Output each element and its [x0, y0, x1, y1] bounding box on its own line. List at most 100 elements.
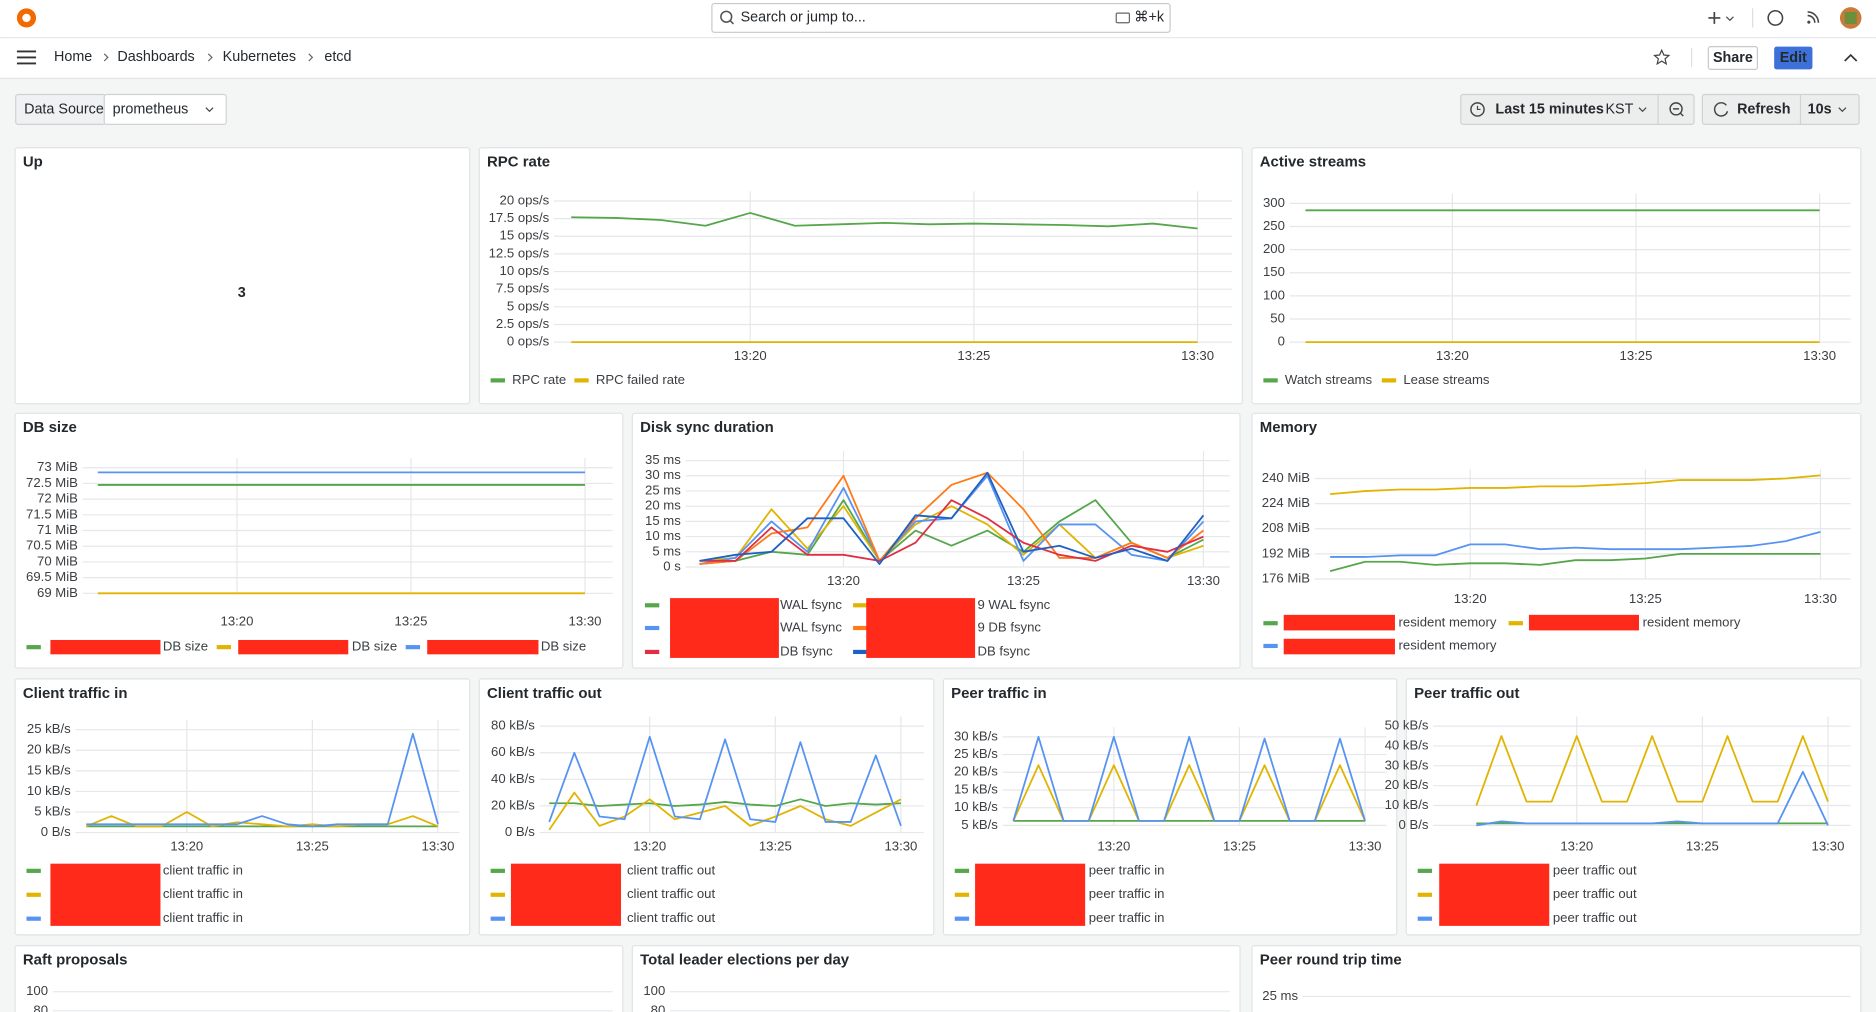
y-tick-label: 2.5 ops/s	[496, 316, 550, 331]
legend-label[interactable]: DB size	[163, 639, 208, 654]
y-tick-label: 100	[643, 983, 665, 998]
legend-label[interactable]: client traffic out	[627, 886, 715, 901]
panel[interactable]	[1251, 945, 1862, 1012]
clock-hand	[1476, 105, 1481, 111]
y-tick-label: 20 kB/s	[1385, 777, 1429, 792]
legend-label[interactable]: DB fsync	[780, 643, 833, 658]
refresh-interval[interactable]: 10s	[1808, 101, 1832, 117]
x-tick-label: 13:30	[1181, 348, 1214, 363]
legend-label[interactable]: peer traffic in	[1089, 862, 1165, 877]
y-tick-label: 20 ops/s	[500, 192, 550, 207]
legend-label[interactable]: RPC rate	[512, 372, 566, 387]
y-tick-label: 12.5 ops/s	[489, 245, 550, 260]
legend-label[interactable]: resident memory	[1643, 615, 1741, 630]
collapse-icon[interactable]	[1844, 53, 1858, 62]
star-icon[interactable]	[1653, 48, 1671, 66]
breadcrumb[interactable]: Kubernetes	[223, 49, 296, 65]
add-icon[interactable]	[1708, 11, 1721, 24]
y-tick-label: 60 kB/s	[491, 744, 535, 759]
edit-label: Edit	[1780, 50, 1807, 66]
x-tick-label: 13:20	[1560, 838, 1593, 853]
series-line	[1475, 735, 1829, 806]
y-tick-label: 0	[1278, 334, 1285, 349]
panel-title: RPC rate	[487, 154, 550, 171]
x-tick-label: 13:20	[170, 838, 203, 853]
legend-label[interactable]: 9 WAL fsync	[977, 597, 1050, 612]
legend-label[interactable]: peer traffic in	[1089, 910, 1165, 925]
x-tick-label: 13:20	[734, 348, 767, 363]
panel-title: Peer round trip time	[1260, 952, 1402, 969]
x-tick-label: 13:30	[422, 838, 455, 853]
x-tick-label: 13:20	[633, 838, 666, 853]
legend-label[interactable]: peer traffic in	[1089, 886, 1165, 901]
caret	[1638, 107, 1647, 113]
news-icon-dot	[1807, 20, 1811, 24]
caret	[205, 107, 214, 113]
y-tick-label: 224 MiB	[1262, 495, 1310, 510]
legend-label[interactable]: WAL fsync	[780, 619, 842, 634]
edit-button[interactable]	[1774, 46, 1813, 70]
legend-label[interactable]: 9 DB fsync	[977, 619, 1041, 634]
legend-label[interactable]: client traffic in	[163, 862, 243, 877]
menu-icon[interactable]	[16, 50, 37, 65]
y-tick-label: 250	[1263, 218, 1285, 233]
legend-label[interactable]: DB size	[352, 639, 397, 654]
breadcrumb[interactable]: Home	[54, 49, 92, 65]
legend-label[interactable]: client traffic out	[627, 910, 715, 925]
redaction	[238, 639, 349, 655]
x-tick-label: 13:30	[884, 838, 917, 853]
caret	[1838, 107, 1847, 113]
y-tick-label: 72.5 MiB	[26, 475, 78, 490]
news-icon[interactable]	[1807, 11, 1820, 23]
legend-label[interactable]: client traffic in	[163, 886, 243, 901]
legend-label[interactable]: client traffic in	[163, 910, 243, 925]
legend-label[interactable]: RPC failed rate	[596, 372, 685, 387]
legend-label[interactable]: resident memory	[1399, 637, 1497, 652]
legend-label[interactable]: DB size	[541, 639, 586, 654]
legend-label[interactable]: peer traffic out	[1553, 910, 1637, 925]
datasource-select[interactable]	[103, 93, 227, 126]
legend-label[interactable]: Watch streams	[1285, 372, 1373, 387]
y-tick-label: 0 B/s	[1398, 817, 1428, 832]
legend-label[interactable]: peer traffic out	[1553, 886, 1637, 901]
y-tick-label: 50 kB/s	[1385, 718, 1429, 733]
panel[interactable]	[1251, 412, 1862, 669]
breadcrumb-separator	[103, 53, 109, 62]
time-picker[interactable]	[1460, 93, 1695, 126]
y-tick-label: 5 kB/s	[961, 817, 998, 832]
legend-label[interactable]: client traffic out	[627, 862, 715, 877]
search-box[interactable]	[711, 2, 1171, 33]
legend-label[interactable]: WAL fsync	[780, 597, 842, 612]
share-button[interactable]	[1707, 46, 1759, 70]
breadcrumb[interactable]: Dashboards	[117, 49, 194, 65]
y-tick-label: 10 ms	[645, 528, 681, 543]
panel[interactable]	[14, 147, 471, 405]
panel[interactable]	[1251, 147, 1862, 405]
redaction	[510, 863, 622, 926]
y-tick-label: 0 B/s	[505, 824, 535, 839]
legend-label[interactable]: Lease streams	[1403, 372, 1490, 387]
panel[interactable]	[478, 147, 1244, 405]
search-icon	[729, 19, 734, 25]
x-tick-label: 13:30	[1812, 838, 1845, 853]
x-tick-label: 13:20	[1454, 591, 1487, 606]
y-tick-label: 192 MiB	[1262, 545, 1310, 560]
y-tick-label: 40 kB/s	[491, 771, 535, 786]
legend-label[interactable]: peer traffic out	[1553, 862, 1637, 877]
zoom-out-icon[interactable]	[1669, 102, 1683, 116]
panel-title: Memory	[1260, 419, 1318, 436]
help-icon[interactable]	[1767, 9, 1784, 26]
panel[interactable]	[14, 945, 624, 1012]
breadcrumb-separator	[207, 53, 213, 62]
y-tick-label: 5 ms	[652, 543, 681, 558]
panel[interactable]	[631, 412, 1241, 669]
panel[interactable]	[14, 412, 624, 669]
refresh-picker[interactable]	[1701, 93, 1860, 126]
panel[interactable]	[631, 945, 1241, 1012]
legend-label[interactable]: DB fsync	[977, 643, 1030, 658]
time-range: Last 15 minutes	[1495, 101, 1603, 117]
x-tick-label: 13:30	[1187, 573, 1220, 588]
legend-label[interactable]: resident memory	[1399, 615, 1497, 630]
